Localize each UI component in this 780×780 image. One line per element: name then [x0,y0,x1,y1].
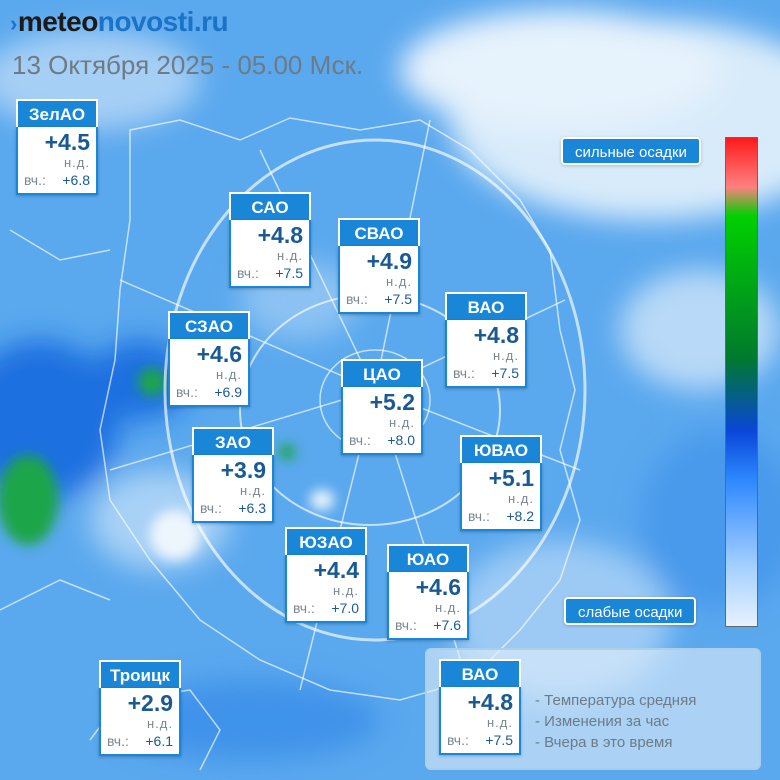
district-name: ЗелАО [16,99,98,127]
yesterday-label: вч.: [237,265,259,281]
district-temperature: +5.2 [369,389,415,415]
district-temperature: +2.9 [127,690,173,716]
district-name: СВАО [338,218,420,246]
hourly-change: н.д. [147,716,173,731]
district-card: ЮВАО +5.1 н.д. вч.: +8.2 [460,435,542,531]
hourly-change: н.д. [216,367,242,382]
logo-text-part2: novosti.ru [97,6,229,37]
yesterday-temperature: +6.9 [214,384,242,400]
district-temperature: +4.8 [473,322,519,348]
hourly-change: н.д. [277,248,303,263]
district-card: Троицк +2.9 н.д. вч.: +6.1 [99,660,181,756]
legend-line-yesterday: - Вчера в это время [535,734,673,751]
yesterday-temperature: +8.0 [387,432,415,448]
district-name: ЗАО [192,427,274,455]
district-temperature: +3.9 [220,457,266,483]
yesterday-temperature: +7.5 [491,365,519,381]
yesterday-label: вч.: [468,508,490,524]
legend-descriptions: - Температура средняя - Изменения за час… [535,690,696,753]
hourly-change: н.д. [487,715,513,730]
site-logo[interactable]: ›meteonovosti.ru [10,6,229,38]
legend-line-temperature: - Температура средняя [535,692,697,709]
district-name: САО [229,192,311,220]
yesterday-temperature: +6.1 [145,733,173,749]
district-temperature: +4.8 [467,689,513,715]
district-temperature: +5.1 [488,465,534,491]
district-temperature: +4.9 [366,248,412,274]
logo-text-part1: meteo [17,6,98,37]
district-card: ЗелАО +4.5 н.д. вч.: +6.8 [16,99,98,195]
yesterday-label: вч.: [24,172,46,188]
district-name: ЮАО [387,544,469,572]
yesterday-label: вч.: [447,732,469,748]
hourly-change: н.д. [64,155,90,170]
yesterday-temperature: +7.5 [485,732,513,748]
district-temperature: +4.6 [415,574,461,600]
hourly-change: н.д. [389,415,415,430]
district-card: ЦАО +5.2 н.д. вч.: +8.0 [341,359,423,455]
yesterday-temperature: +7.5 [275,265,303,281]
district-name: ВАО [439,659,521,687]
yesterday-label: вч.: [293,600,315,616]
district-name: Троицк [99,660,181,688]
district-name: ВАО [445,292,527,320]
yesterday-label: вч.: [349,432,371,448]
hourly-change: н.д. [240,483,266,498]
district-card: ЮЗАО +4.4 н.д. вч.: +7.0 [285,527,367,623]
yesterday-label: вч.: [176,384,198,400]
yesterday-temperature: +7.6 [433,617,461,633]
district-temperature: +4.6 [196,341,242,367]
scale-label-strong: сильные осадки [561,137,701,165]
district-card: СВАО +4.9 н.д. вч.: +7.5 [338,218,420,314]
yesterday-label: вч.: [107,733,129,749]
yesterday-temperature: +6.8 [62,172,90,188]
district-name: ЦАО [341,359,423,387]
yesterday-label: вч.: [200,500,222,516]
logo-mark-icon: › [10,11,17,36]
district-card: САО +4.8 н.д. вч.: +7.5 [229,192,311,288]
scale-label-weak: слабые осадки [564,597,697,625]
district-temperature: +4.5 [44,129,90,155]
legend-line-change: - Изменения за час [535,713,670,730]
yesterday-temperature: +8.2 [506,508,534,524]
district-temperature: +4.4 [313,557,359,583]
yesterday-label: вч.: [453,365,475,381]
district-name: СЗАО [168,311,250,339]
district-temperature: +4.8 [257,222,303,248]
forecast-datetime: 13 Октября 2025 - 05.00 Мск. [12,50,364,80]
district-name: ЮЗАО [285,527,367,555]
hourly-change: н.д. [508,491,534,506]
hourly-change: н.д. [493,348,519,363]
hourly-change: н.д. [386,274,412,289]
district-card: СЗАО +4.6 н.д. вч.: +6.9 [168,311,250,407]
district-card: ЗАО +3.9 н.д. вч.: +6.3 [192,427,274,523]
precipitation-scale-bar [725,137,758,627]
legend-sample-card: ВАО +4.8 н.д. вч.: +7.5 [439,659,521,755]
yesterday-temperature: +7.5 [384,291,412,307]
district-name: ЮВАО [460,435,542,463]
yesterday-label: вч.: [395,617,417,633]
hourly-change: н.д. [333,583,359,598]
yesterday-label: вч.: [346,291,368,307]
yesterday-temperature: +7.0 [331,600,359,616]
district-card: ВАО +4.8 н.д. вч.: +7.5 [445,292,527,388]
district-card: ЮАО +4.6 н.д. вч.: +7.6 [387,544,469,640]
hourly-change: н.д. [435,600,461,615]
yesterday-temperature: +6.3 [238,500,266,516]
